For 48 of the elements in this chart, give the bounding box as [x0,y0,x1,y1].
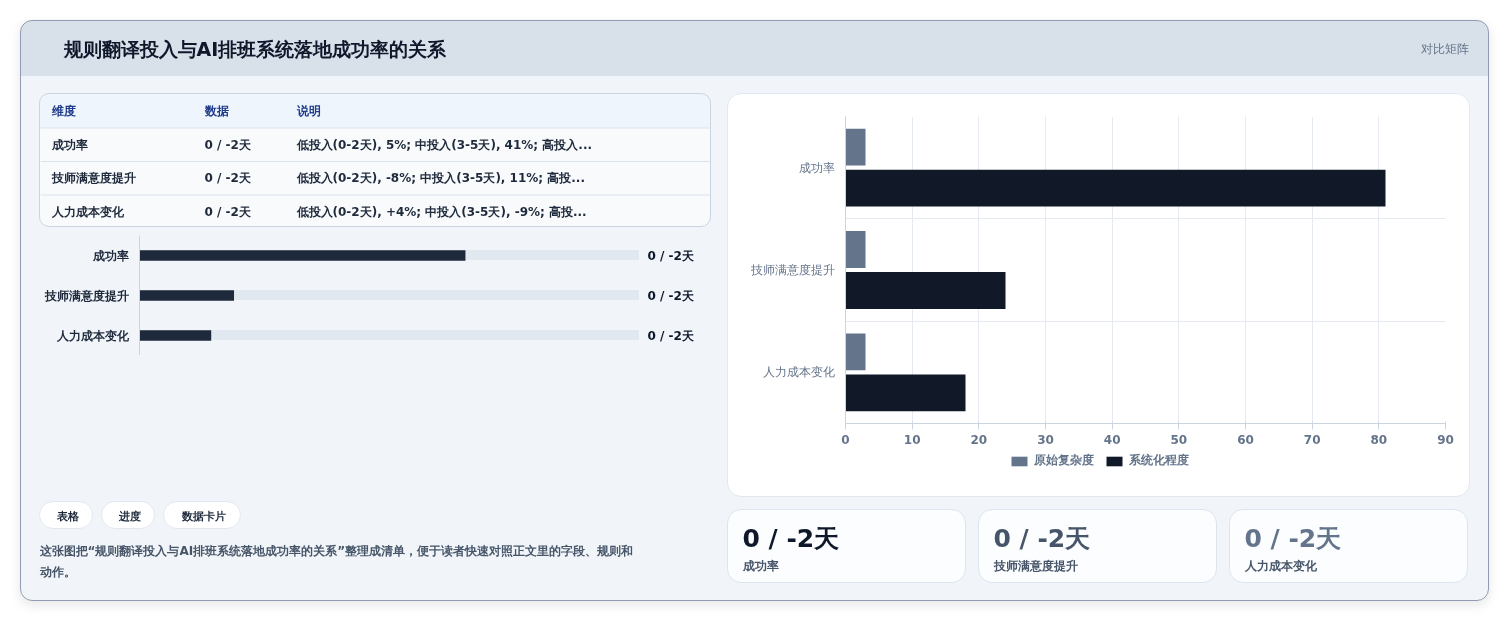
y-tick-label: 人力成本变化 [55,328,130,343]
bar [845,128,866,166]
bar [845,333,866,371]
text: 0 / -2天 [647,328,695,343]
category-label: 表格 [55,510,80,523]
text: 0 / -2天 [993,524,1091,553]
bar [845,231,866,268]
category-label: 维度 [50,104,76,119]
x-tick-label: 10 [903,432,921,447]
category-label: 数据卡片 [180,510,226,523]
category-label: 进度 [117,510,141,523]
text: 0 / -2天 [647,248,695,263]
bar [845,374,966,412]
text: 0 / -2天 [204,137,252,152]
text: 0 / -2天 [1244,524,1342,553]
category-label: 说明 [295,104,321,119]
legend-label: 系统化程度 [1128,452,1189,469]
category-label: 数据 [203,104,229,119]
x-tick-label: 40 [1103,432,1121,447]
text: 对比矩阵 [1420,42,1469,56]
x-tick-label: 70 [1303,432,1321,447]
category-label: 技师满意度提升 [992,558,1078,573]
text: 这张图把“规则翻译投入与AI排班系统落地成功率的关系”整理成清单，便于读者快速对照正文里的字段、规则和动作。 [38,543,634,580]
category-label: 成功率 [741,558,779,573]
text: 0 / -2天 [204,204,252,219]
text: 低投入(0-2天), 5%; 中投入(3-5天), 41%; 高投入... [295,137,592,152]
text: 0 / -2天 [204,171,252,186]
text: 0 / -2天 [647,288,695,303]
x-tick-label: 50 [1170,432,1188,447]
x-tick-label: 60 [1237,432,1254,447]
text: 低投入(0-2天), +4%; 中投入(3-5天), -9%; 高投... [295,204,587,219]
text: 规则翻译投入与AI排班系统落地成功率的关系 [62,38,448,60]
x-tick-label: 30 [1037,432,1054,447]
bar [845,169,1386,207]
y-tick-label: 技师满意度提升 [43,288,129,303]
x-tick-label: 90 [1437,432,1454,447]
bar [845,272,1006,309]
x-tick-label: 20 [970,432,988,447]
y-tick-label: 人力成本变化 [762,365,835,380]
y-tick-label: 成功率 [798,160,835,175]
legend-label: 原始复杂度 [1033,452,1094,469]
y-tick-label: 成功率 [91,248,129,263]
y-tick-label: 技师满意度提升 [749,263,835,277]
text: 低投入(0-2天), -8%; 中投入(3-5天), 11%; 高投... [295,171,585,186]
text: 0 / -2天 [742,524,840,553]
category-label: 人力成本变化 [1243,558,1318,573]
x-tick-label: 80 [1370,432,1388,447]
x-tick-label: 0 [841,432,850,447]
